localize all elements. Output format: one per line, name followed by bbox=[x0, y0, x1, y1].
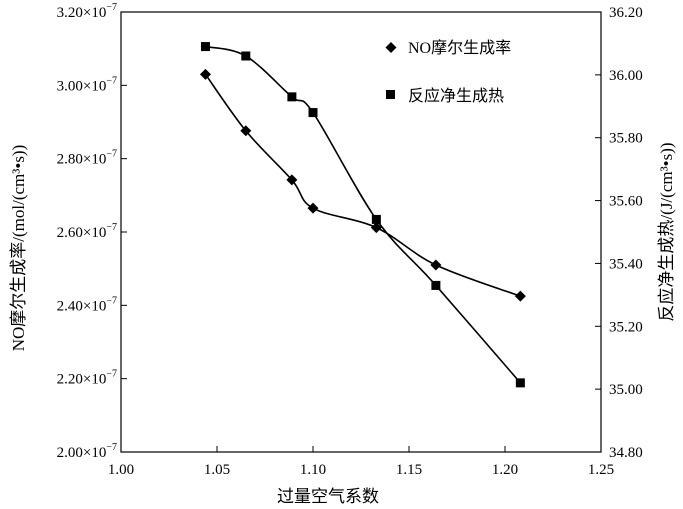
left-y-tick-label: 2.20×10−7 bbox=[57, 369, 117, 388]
tick-mantissa: 2.40×10 bbox=[57, 298, 107, 314]
series-layer bbox=[199, 42, 526, 388]
legend-diamond-marker bbox=[385, 42, 397, 53]
x-tick-label: 1.15 bbox=[396, 462, 422, 478]
x-tick-label: 1.00 bbox=[108, 462, 134, 478]
x-tick-label: 1.25 bbox=[588, 462, 614, 478]
data-point-square bbox=[515, 378, 525, 388]
left-y-axis-title: NO摩尔生成率/(mol/(cm³•s)) bbox=[9, 145, 28, 352]
plot-frame bbox=[120, 11, 602, 453]
legend-label-no-rate: NO摩尔生成率 bbox=[408, 39, 511, 57]
data-point-square bbox=[287, 92, 297, 102]
right-y-tick-label: 34.80 bbox=[609, 445, 643, 461]
left-y-tick-label: 2.00×10−7 bbox=[57, 442, 117, 461]
right-y-tick-label: 35.80 bbox=[609, 131, 643, 147]
right-y-tick-label: 35.00 bbox=[609, 382, 643, 398]
tick-exponent: −7 bbox=[106, 369, 117, 380]
tick-exponent: −7 bbox=[106, 442, 117, 453]
right-y-tick-label: 35.40 bbox=[609, 256, 643, 272]
data-point-diamond bbox=[514, 290, 526, 302]
legend: NO摩尔生成率 反应净生成热 bbox=[385, 39, 511, 105]
left-y-tick-label: 3.20×10−7 bbox=[57, 2, 117, 21]
series-no-rate bbox=[199, 68, 526, 302]
tick-mantissa: 3.00×10 bbox=[57, 78, 107, 94]
data-point-square bbox=[431, 280, 441, 290]
tick-exponent: −7 bbox=[106, 149, 117, 160]
legend-square-marker bbox=[386, 90, 395, 99]
series-heat bbox=[200, 42, 525, 388]
data-point-diamond bbox=[307, 202, 319, 214]
right-y-tick-label: 35.60 bbox=[609, 194, 643, 210]
data-point-diamond bbox=[240, 125, 252, 137]
x-tick-label: 1.20 bbox=[492, 462, 518, 478]
tick-mantissa: 2.80×10 bbox=[57, 152, 107, 168]
x-tick-label: 1.05 bbox=[204, 462, 230, 478]
left-y-tick-label: 2.80×10−7 bbox=[57, 149, 117, 168]
x-tick-label: 1.10 bbox=[300, 462, 326, 478]
data-point-square bbox=[241, 51, 251, 61]
x-axis-title: 过量空气系数 bbox=[277, 487, 379, 506]
tick-exponent: −7 bbox=[106, 75, 117, 86]
left-y-tick-label: 3.00×10−7 bbox=[57, 75, 117, 94]
legend-item-no-rate: NO摩尔生成率 bbox=[385, 39, 511, 57]
data-point-diamond bbox=[286, 174, 298, 186]
left-y-axis-ticks: 2.00×10−72.20×10−72.40×10−72.60×10−72.80… bbox=[57, 2, 127, 461]
right-y-tick-label: 36.00 bbox=[609, 68, 643, 84]
left-y-tick-label: 2.60×10−7 bbox=[57, 222, 117, 241]
right-y-tick-label: 35.20 bbox=[609, 319, 643, 335]
data-point-square bbox=[371, 214, 381, 224]
tick-mantissa: 3.20×10 bbox=[57, 5, 107, 21]
data-point-square bbox=[200, 42, 210, 52]
right-y-tick-label: 36.20 bbox=[609, 5, 643, 21]
right-y-axis-ticks: 34.80 35.00 35.20 35.40 35.60 35.80 36.00 36.20 bbox=[595, 5, 643, 461]
data-point-diamond bbox=[199, 68, 211, 80]
right-y-axis-title: 反应净生成热/(J/(cm³•s)) bbox=[657, 142, 676, 321]
tick-exponent: −7 bbox=[106, 222, 117, 233]
legend-label-heat: 反应净生成热 bbox=[408, 86, 504, 105]
tick-exponent: −7 bbox=[106, 2, 117, 13]
tick-exponent: −7 bbox=[106, 295, 117, 306]
data-point-square bbox=[308, 108, 318, 118]
data-point-diamond bbox=[430, 259, 442, 271]
left-y-tick-label: 2.40×10−7 bbox=[57, 295, 117, 314]
series-line bbox=[204, 73, 521, 297]
tick-mantissa: 2.60×10 bbox=[57, 225, 107, 241]
x-axis-ticks: 1.00 1.05 1.10 1.15 1.20 1.25 bbox=[108, 446, 614, 478]
data-point-diamond bbox=[370, 222, 382, 234]
legend-item-heat: 反应净生成热 bbox=[386, 86, 504, 105]
tick-mantissa: 2.20×10 bbox=[57, 372, 107, 388]
tick-mantissa: 2.00×10 bbox=[57, 445, 107, 461]
